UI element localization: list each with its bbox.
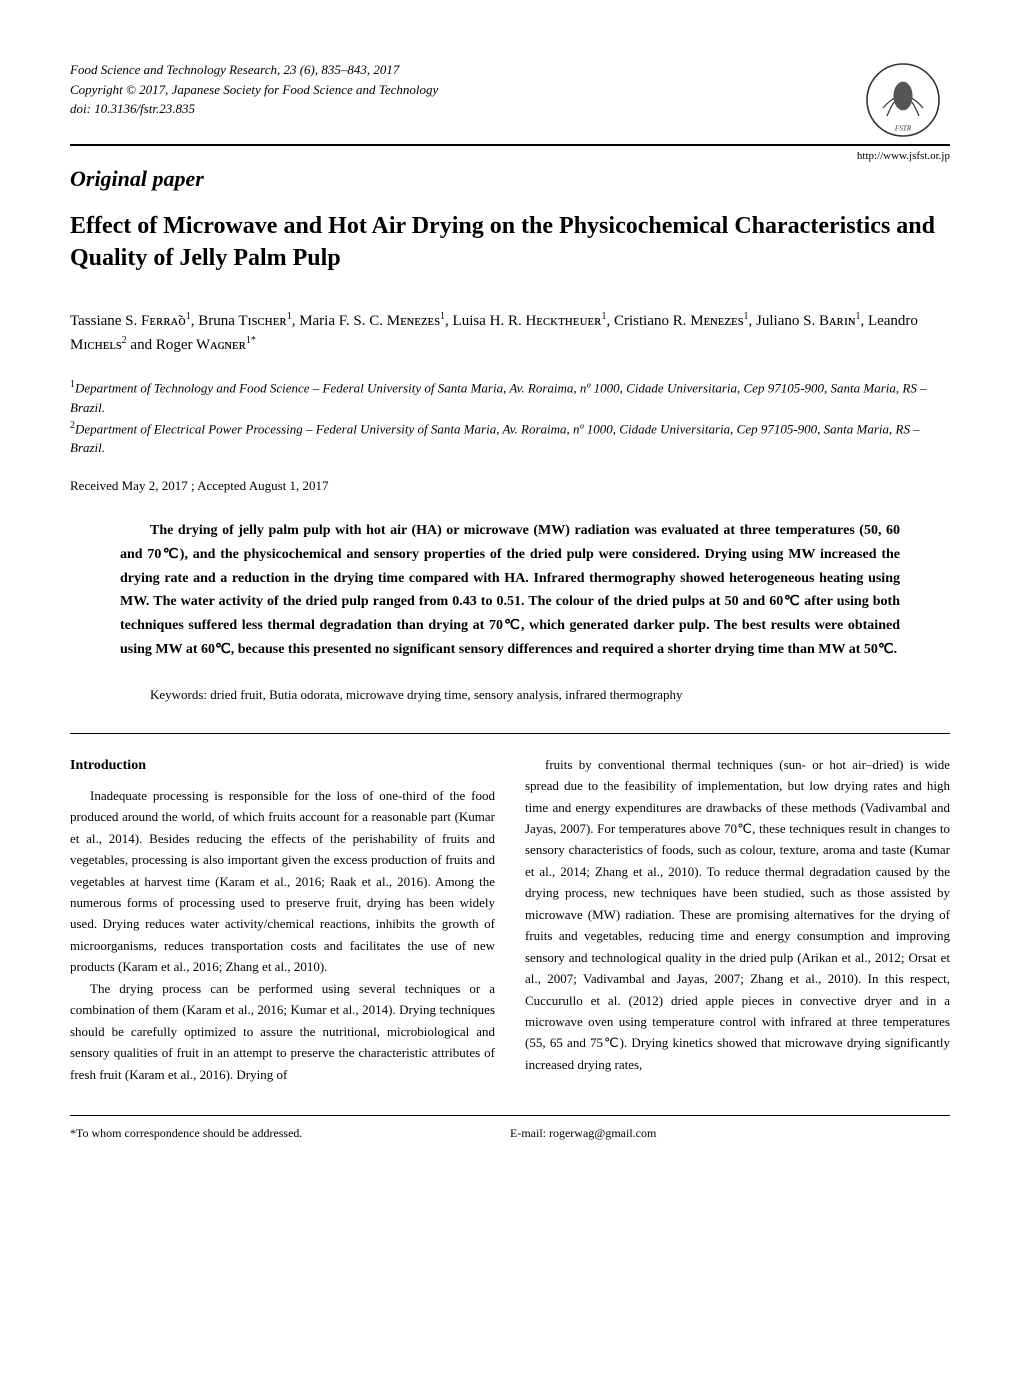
footer: *To whom correspondence should be addres… [70, 1126, 950, 1141]
affiliations: 1Department of Technology and Food Scien… [70, 377, 950, 458]
doi-line: doi: 10.3136/fstr.23.835 [70, 99, 950, 119]
keywords: Keywords: dried fruit, Butia odorata, mi… [120, 687, 900, 703]
jsfst-logo-icon: FSTR [863, 60, 943, 140]
right-column: fruits by conventional thermal technique… [525, 754, 950, 1085]
footer-email: E-mail: rogerwag@gmail.com [510, 1126, 950, 1141]
journal-line: Food Science and Technology Research, 23… [70, 60, 950, 80]
col1-para2: The drying process can be performed usin… [70, 978, 495, 1085]
footer-divider [70, 1115, 950, 1116]
intro-heading: Introduction [70, 754, 495, 777]
svg-text:FSTR: FSTR [894, 124, 912, 132]
logo-area: FSTR http://www.jsfst.or.jp [857, 60, 950, 162]
affiliation-1: 1Department of Technology and Food Scien… [70, 377, 950, 417]
col2-para1: fruits by conventional thermal technique… [525, 754, 950, 1076]
keywords-text: dried fruit, Butia odorata, microwave dr… [207, 687, 682, 702]
paper-title: Effect of Microwave and Hot Air Drying o… [70, 210, 950, 275]
keywords-label: Keywords: [150, 687, 207, 702]
affiliation-2: 2Department of Electrical Power Processi… [70, 418, 950, 458]
authors-list: Tassiane S. Fᴇʀʀᴀ̃ᴏ1, Bruna Tɪsᴄʜᴇʀ1, Ma… [70, 309, 950, 357]
logo-url: http://www.jsfst.or.jp [857, 150, 950, 162]
footer-correspondence: *To whom correspondence should be addres… [70, 1126, 510, 1141]
paper-type: Original paper [70, 166, 950, 192]
abstract: The drying of jelly palm pulp with hot a… [120, 519, 900, 662]
journal-text: Food Science and Technology Research, 23… [70, 62, 399, 77]
body-columns: Introduction Inadequate processing is re… [70, 754, 950, 1085]
aff1-text: Department of Technology and Food Scienc… [70, 381, 927, 416]
copyright-line: Copyright © 2017, Japanese Society for F… [70, 80, 950, 100]
left-column: Introduction Inadequate processing is re… [70, 754, 495, 1085]
aff2-text: Department of Electrical Power Processin… [70, 421, 920, 456]
top-divider [70, 144, 950, 146]
col1-para1: Inadequate processing is responsible for… [70, 785, 495, 978]
header-meta: Food Science and Technology Research, 23… [70, 60, 950, 119]
dates: Received May 2, 2017 ; Accepted August 1… [70, 478, 950, 494]
mid-divider [70, 733, 950, 734]
